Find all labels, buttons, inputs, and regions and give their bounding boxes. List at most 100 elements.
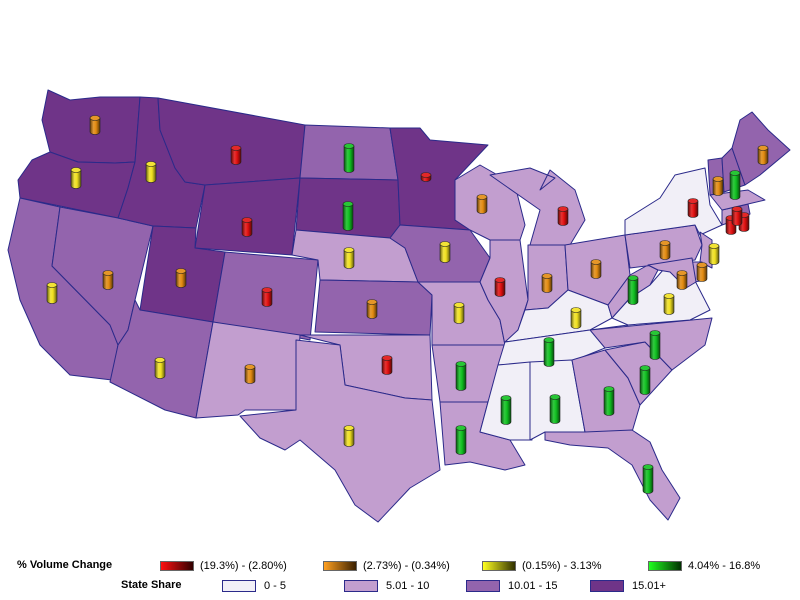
volume-cylinder-or xyxy=(70,167,82,189)
volume-cylinder-ar xyxy=(455,361,467,391)
cylinder-top-fl xyxy=(642,464,654,470)
state-ma[interactable] xyxy=(709,189,766,211)
volume-cylinder-va xyxy=(663,293,675,315)
state-mt[interactable] xyxy=(157,97,306,186)
cylinder-top-ne xyxy=(343,247,355,253)
cylinder-body-or xyxy=(70,169,82,189)
cylinder-top-de xyxy=(696,262,708,268)
volume-cylinder-nc xyxy=(649,330,661,360)
volume-cylinder-me xyxy=(757,145,769,165)
volume-cylinder-ca xyxy=(46,282,58,304)
cylinder-top-tn xyxy=(543,337,555,343)
cylinder-top-oh xyxy=(590,259,602,265)
share-legend-label-1: 0 - 5 xyxy=(264,580,287,592)
cylinder-body-ne xyxy=(343,249,355,269)
cylinder-top-sd xyxy=(342,201,354,207)
cylinder-top-ia xyxy=(439,241,451,247)
volume-cylinder-md xyxy=(676,270,688,290)
volume-cylinder-az xyxy=(154,357,166,379)
volume-cylinder-in xyxy=(541,273,553,293)
cylinder-top-ca xyxy=(46,282,58,288)
cylinder-top-ga xyxy=(603,386,615,392)
share-legend-swatch-4 xyxy=(590,580,624,592)
cylinder-top-il xyxy=(494,277,506,283)
volume-cylinder-ok xyxy=(381,355,393,375)
cylinder-top-md xyxy=(676,270,688,276)
cylinder-top-me xyxy=(757,145,769,151)
volume-cylinder-ut xyxy=(175,268,187,288)
cylinder-body-wv xyxy=(627,277,639,305)
volume-cylinder-mt xyxy=(230,145,242,165)
cylinder-top-nm xyxy=(244,364,256,370)
cylinder-body-ky xyxy=(570,309,582,329)
cylinder-body-sd xyxy=(342,203,354,231)
share-legend-label-4: 15.01+ xyxy=(632,580,666,592)
volume-cylinder-mn xyxy=(420,172,432,182)
share-legend-item-3: 10.01 - 15 xyxy=(466,577,558,595)
cylinder-body-nc xyxy=(649,332,661,360)
cylinder-top-ks xyxy=(366,299,378,305)
us-state-map xyxy=(7,89,791,523)
cylinder-body-la xyxy=(455,427,467,455)
cylinder-body-sc xyxy=(639,367,651,395)
share-legend-swatch-2 xyxy=(344,580,378,592)
cylinder-body-ma xyxy=(731,208,743,226)
share-legend-item-4: 15.01+ xyxy=(590,577,666,595)
volume-cylinder-wv xyxy=(627,275,639,305)
cylinder-body-ok xyxy=(381,357,393,375)
cylinder-top-or xyxy=(70,167,82,173)
cylinder-body-co xyxy=(261,289,273,307)
cylinder-top-mi xyxy=(557,206,569,212)
state-mi[interactable] xyxy=(489,167,586,246)
share-legend-swatch-1 xyxy=(222,580,256,592)
cylinder-body-ia xyxy=(439,243,451,263)
cylinder-top-wv xyxy=(627,275,639,281)
share-legend-label-2: 5.01 - 10 xyxy=(386,580,430,592)
cylinder-body-il xyxy=(494,279,506,297)
state-wy[interactable] xyxy=(194,177,301,256)
cylinder-body-vt xyxy=(712,178,724,196)
cylinder-body-ca xyxy=(46,284,58,304)
volume-cylinder-oh xyxy=(590,259,602,279)
state-tx[interactable] xyxy=(239,339,441,523)
cylinder-body-tx xyxy=(343,427,355,447)
cylinder-body-in xyxy=(541,275,553,293)
cylinder-top-wa xyxy=(89,115,101,121)
cylinder-body-oh xyxy=(590,261,602,279)
volume-legend-item-1: (19.3%) - (2.80%) xyxy=(160,557,287,575)
cylinder-body-nh xyxy=(729,172,741,200)
volume-legend-item-4: 4.04% - 16.8% xyxy=(648,557,760,575)
volume-legend-label-3: (0.15%) - 3.13% xyxy=(522,560,602,572)
cylinder-body-nm xyxy=(244,366,256,384)
state-ny[interactable] xyxy=(624,167,723,236)
volume-cylinder-sd xyxy=(342,201,354,231)
cylinder-top-ok xyxy=(381,355,393,361)
cylinder-body-wy xyxy=(241,219,253,237)
cylinder-body-ny xyxy=(687,200,699,218)
share-legend-swatch-3 xyxy=(466,580,500,592)
cylinder-body-ut xyxy=(175,270,187,288)
cylinder-body-az xyxy=(154,359,166,379)
share-legend: State Share 0 - 5 5.01 - 10 10.01 - 15 1… xyxy=(0,577,800,595)
cylinder-body-va xyxy=(663,295,675,315)
cylinder-top-mo xyxy=(453,302,465,308)
cylinder-body-nd xyxy=(343,145,355,173)
volume-cylinder-ms xyxy=(500,395,512,425)
cylinder-body-de xyxy=(696,264,708,282)
share-legend-title: State Share xyxy=(121,579,182,591)
states-layer xyxy=(7,89,791,523)
volume-cylinder-de xyxy=(696,262,708,282)
volume-legend-swatch-3 xyxy=(482,561,516,571)
cylinder-top-va xyxy=(663,293,675,299)
cylinder-top-pa xyxy=(659,240,671,246)
volume-legend-label-1: (19.3%) - (2.80%) xyxy=(200,560,287,572)
cylinder-body-mt xyxy=(230,147,242,165)
cylinder-top-wi xyxy=(476,194,488,200)
cylinder-body-nj xyxy=(708,245,720,265)
volume-cylinder-ne xyxy=(343,247,355,269)
state-fl[interactable] xyxy=(544,429,681,521)
cylinder-top-nd xyxy=(343,143,355,149)
volume-cylinder-wa xyxy=(89,115,101,135)
volume-legend-item-2: (2.73%) - (0.34%) xyxy=(323,557,450,575)
volume-cylinder-pa xyxy=(659,240,671,260)
